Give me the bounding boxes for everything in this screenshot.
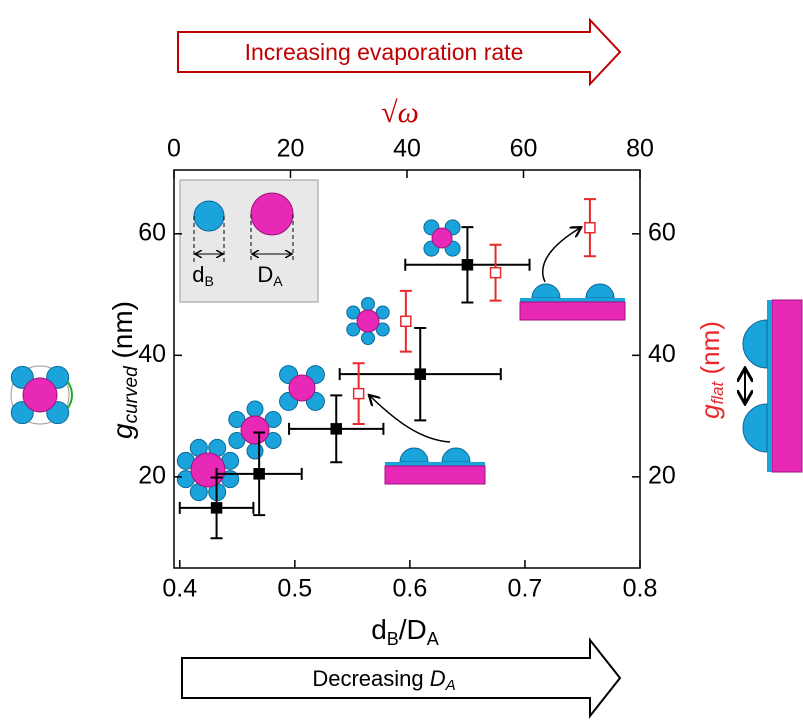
bottom-arrow-text: Decreasing DA	[312, 666, 455, 694]
ghost-particle	[10, 365, 70, 425]
small-particle	[228, 411, 246, 428]
inset-label-sub: B	[204, 273, 213, 289]
point	[414, 368, 426, 380]
large-particle	[356, 309, 380, 333]
x2-tick-label: 0	[167, 135, 181, 163]
top-arrow-text: Increasing evaporation rate	[245, 39, 524, 65]
arrow-text-var: D	[430, 666, 446, 691]
y2-tick-label: 40	[648, 340, 676, 368]
y2-tick-label: 60	[648, 218, 676, 246]
large-particle	[431, 227, 453, 249]
large-particle	[288, 374, 316, 402]
inset-label-main: d	[192, 262, 204, 287]
small-particle	[346, 322, 361, 337]
y-axis-label: gcurved (nm)	[107, 301, 142, 439]
x2-tick-label: 60	[510, 135, 538, 163]
y-label-var: g	[107, 423, 138, 439]
point	[210, 502, 223, 514]
y-label-sub: curved	[121, 365, 142, 423]
x-tick-label: 0.7	[508, 575, 543, 603]
flat-schematic	[370, 396, 486, 485]
point	[489, 266, 502, 279]
x2-tick-label: 80	[626, 135, 654, 163]
y2-tick-label: 20	[648, 461, 676, 489]
small-particle	[346, 305, 361, 320]
arrow-text: Decreasing	[312, 666, 429, 691]
small-particle	[361, 331, 375, 345]
inset-label: dB	[192, 262, 214, 289]
inset-small-particle	[193, 200, 225, 232]
y2-axis-label: gflat (nm)	[695, 321, 728, 419]
y2-label-sub: flat	[708, 380, 727, 404]
small-particle	[264, 411, 282, 428]
x-label-part: /D	[399, 614, 427, 645]
x-tick-label: 0.8	[623, 575, 658, 603]
point	[400, 315, 412, 328]
large-particle	[240, 415, 270, 445]
y-tick-label: 60	[138, 218, 166, 246]
gap-arrow	[67, 381, 73, 409]
inset-label-sub: A	[273, 273, 283, 289]
small-particle	[246, 442, 264, 460]
point	[352, 387, 365, 400]
y-tick-label: 40	[138, 340, 166, 368]
x-axis-label: dB/DA	[371, 614, 439, 648]
flat-schematic	[519, 228, 626, 321]
x-label-sub: A	[427, 629, 439, 649]
point	[584, 221, 596, 234]
point	[330, 423, 342, 435]
x-tick-label: 0.5	[277, 575, 312, 603]
bottom-arrow	[181, 637, 622, 719]
y-label-unit: (nm)	[107, 301, 138, 366]
top-axis-label: √ω	[381, 96, 419, 129]
inset-label: DA	[257, 262, 283, 289]
small-particle	[228, 432, 246, 449]
small-particle	[246, 400, 264, 418]
small-particle	[375, 305, 390, 320]
point	[253, 468, 265, 480]
large-particle	[22, 377, 58, 413]
x-label-sub: B	[387, 629, 399, 649]
x-tick-label: 0.6	[392, 575, 427, 603]
inset-label-main: D	[257, 262, 273, 287]
small-particle	[361, 297, 375, 311]
inset-box	[179, 179, 319, 303]
x2-tick-label: 40	[393, 135, 421, 163]
large-particle	[190, 452, 226, 488]
y2-label-var: g	[695, 404, 725, 419]
point	[461, 259, 474, 271]
small-particle	[375, 322, 390, 337]
arrow-text-sub: A	[445, 677, 456, 694]
y-tick-label: 20	[138, 461, 166, 489]
x-tick-label: 0.4	[162, 575, 197, 603]
small-particle	[264, 432, 282, 449]
y2-label-unit: (nm)	[695, 321, 725, 382]
top-arrow	[177, 17, 622, 87]
side-schematic	[743, 299, 803, 473]
x-label-part: d	[371, 614, 387, 645]
inset-large-particle	[250, 192, 294, 236]
x2-tick-label: 20	[277, 135, 305, 163]
